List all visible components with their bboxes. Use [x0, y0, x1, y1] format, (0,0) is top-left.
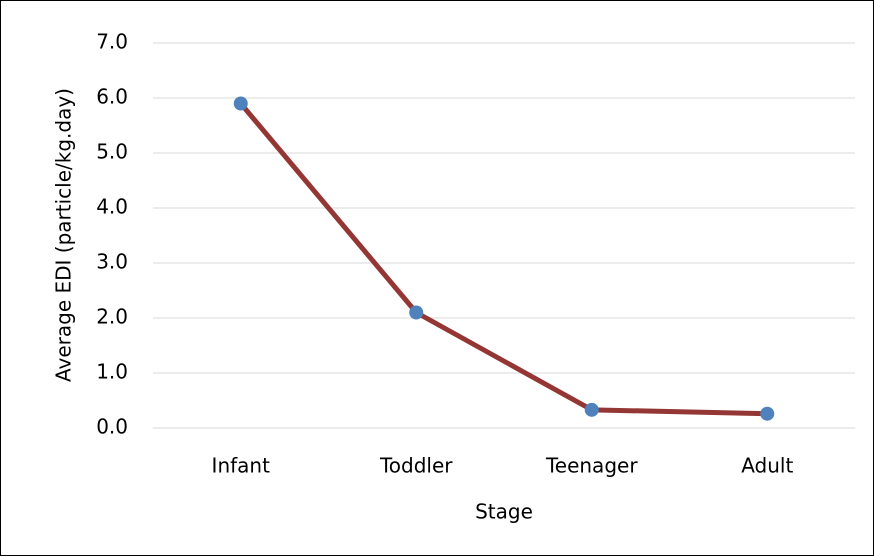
y-tick-label: 4.0: [96, 195, 128, 219]
y-tick-label: 2.0: [96, 305, 128, 329]
x-tick-label: Adult: [741, 454, 793, 478]
data-point: [409, 305, 424, 320]
x-tick-label: Teenager: [545, 454, 638, 478]
y-axis-label: Average EDI (particle/kg.day): [52, 88, 76, 382]
data-line: [238, 101, 768, 417]
y-tick-label: 6.0: [96, 85, 128, 109]
y-tick-label: 5.0: [96, 140, 128, 164]
y-tick-label: 1.0: [96, 360, 128, 384]
data-point: [584, 402, 599, 417]
y-tick-label: 0.0: [96, 415, 128, 439]
y-tick-label: 7.0: [96, 30, 128, 54]
data-point: [233, 96, 248, 111]
y-tick-label: 3.0: [96, 250, 128, 274]
data-point: [760, 406, 775, 421]
x-tick-label: Toddler: [379, 454, 453, 478]
x-tick-label: Infant: [212, 454, 271, 478]
x-axis-label: Stage: [475, 500, 533, 524]
